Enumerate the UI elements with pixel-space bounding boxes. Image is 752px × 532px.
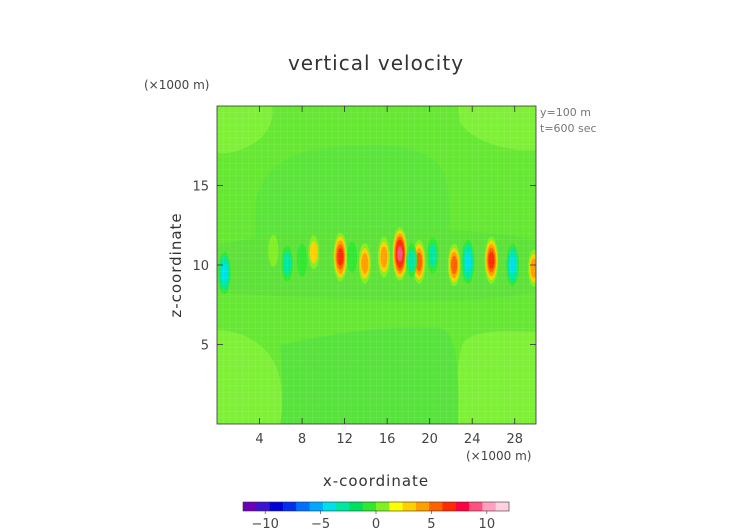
x-tick-label: 20: [421, 432, 438, 447]
x-tick-label: 16: [379, 432, 396, 447]
contour-level: [337, 248, 344, 266]
colorbar-swatch: [415, 502, 430, 511]
corner-region-tr: [458, 106, 536, 151]
feature-downdraft-12: [296, 243, 308, 277]
colorbar-swatch: [402, 502, 417, 511]
feature-downdraft-15: [427, 237, 439, 274]
weak-region-upper: [255, 145, 450, 250]
colorbar: [242, 501, 510, 512]
feature-downdraft-14: [406, 243, 417, 278]
feature-updraft-0: [268, 234, 279, 267]
feature-downdraft-17: [506, 243, 519, 287]
colorbar-tick-label: 10: [479, 517, 496, 532]
contour-level: [530, 258, 536, 278]
feature-downdraft-13: [346, 241, 358, 273]
colorbar-swatch: [309, 502, 324, 511]
colorbar-swatch: [455, 502, 470, 511]
y-unit-label: (×1000 m): [144, 78, 209, 92]
contour-level: [407, 248, 416, 272]
contour-level: [428, 243, 437, 268]
colorbar-swatch: [495, 502, 510, 511]
feature-updraft-5: [392, 227, 408, 281]
corner-region-bl: [217, 330, 282, 424]
feature-updraft-1: [308, 235, 320, 270]
colorbar-swatch: [322, 502, 337, 511]
feature-updraft-7: [447, 243, 461, 287]
colorbar-swatch: [256, 502, 270, 511]
x-axis-ticks: 4 8 12 16 20 24 28: [255, 106, 523, 447]
colorbar-tick-label: −10: [251, 517, 278, 532]
y-axis-label: z-coordinate: [167, 212, 185, 317]
contour-level: [488, 251, 495, 269]
contour-level: [221, 263, 228, 283]
contour-level: [309, 240, 318, 264]
feature-downdraft-10: [218, 251, 231, 295]
y-tick-label: 10: [192, 259, 209, 274]
contour-level: [397, 246, 403, 262]
colorbar-swatch: [362, 502, 377, 511]
contour-level: [268, 234, 279, 267]
contour-level: [451, 255, 458, 275]
x-axis-label: x-coordinate: [323, 472, 429, 490]
colorbar-tick-label: 0: [372, 517, 380, 532]
colorbar-tick-label: −5: [311, 517, 330, 532]
colorbar-swatch: [282, 502, 297, 511]
feature-updraft-2: [333, 232, 348, 282]
plot-area: [217, 106, 536, 424]
colorbar-swatch: [269, 502, 284, 511]
y-tick-label: 15: [192, 180, 209, 195]
colorbar-swatch: [482, 502, 497, 511]
feature-downdraft-16: [461, 239, 475, 284]
contour-level: [283, 251, 292, 276]
velocity-features: [218, 227, 536, 295]
contour-level: [415, 252, 423, 272]
corner-region-tl: [217, 106, 273, 154]
colorbar-swatch: [389, 502, 403, 511]
x-unit-label: (×1000 m): [466, 449, 531, 463]
contour-level: [296, 243, 308, 277]
feature-updraft-9: [528, 249, 536, 287]
feature-updraft-3: [358, 243, 371, 284]
weak-region-lower: [280, 327, 459, 424]
colorbar-swatch: [336, 502, 350, 511]
colorbar-swatch: [442, 502, 457, 511]
x-tick-label: 12: [336, 432, 353, 447]
colorbar-ticks: −10 −5 0 5 10: [251, 511, 495, 532]
contour-level: [464, 252, 472, 272]
x-tick-label: 24: [464, 432, 481, 447]
colorbar-tick-label: 5: [427, 517, 435, 532]
x-tick-label: 4: [255, 432, 263, 447]
annotation-t: t=600 sec: [540, 122, 597, 135]
contour-level: [346, 241, 358, 273]
annotation-y: y=100 m: [540, 106, 591, 119]
colorbar-swatch: [349, 502, 364, 511]
feature-updraft-8: [484, 236, 499, 284]
contour-level: [509, 255, 516, 275]
contour-level: [380, 246, 388, 268]
colorbar-swatch: [376, 502, 390, 511]
y-axis-ticks: 5 10 15: [192, 180, 536, 354]
contour-level: [361, 252, 369, 274]
y-tick-label: 5: [201, 339, 209, 354]
chart-title: vertical velocity: [288, 51, 464, 75]
colorbar-swatch: [296, 502, 310, 511]
colorbar-swatch: [469, 502, 483, 511]
colorbar-swatch: [243, 502, 257, 511]
colorbar-swatch: [429, 502, 443, 511]
feature-downdraft-11: [281, 245, 293, 282]
feature-updraft-4: [377, 236, 391, 278]
x-tick-label: 8: [298, 432, 306, 447]
x-tick-label: 28: [506, 432, 523, 447]
grid-lines: [217, 106, 536, 424]
corner-region-br: [456, 331, 536, 424]
